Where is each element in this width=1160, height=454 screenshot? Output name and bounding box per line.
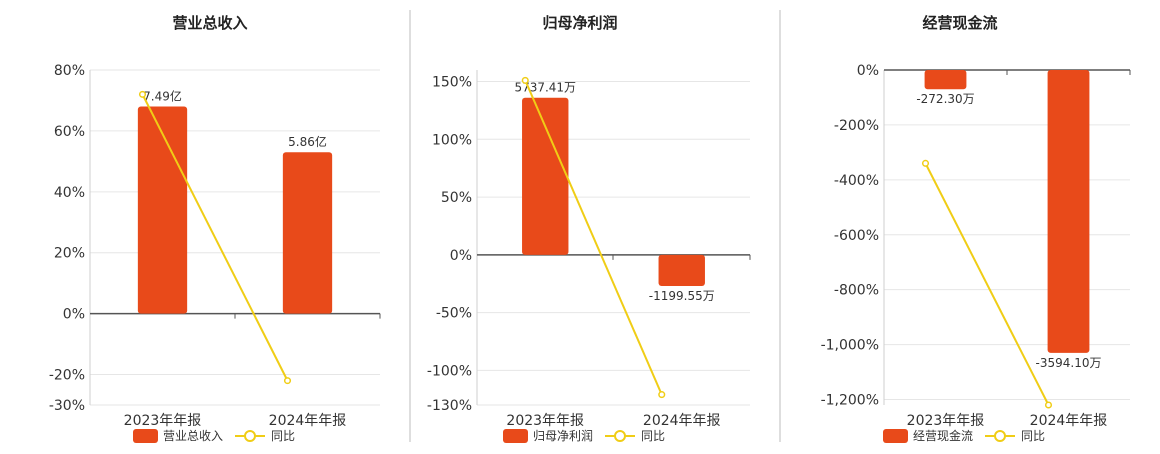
bar-value-label: -1199.55万 bbox=[649, 289, 715, 303]
y-tick-label: 0% bbox=[857, 63, 879, 79]
legend-line-marker bbox=[244, 430, 256, 442]
series-line bbox=[141, 93, 289, 382]
line-point bbox=[658, 391, 666, 399]
bar-value-label: 7.49亿 bbox=[143, 89, 182, 104]
y-tick-label: -30% bbox=[49, 398, 85, 414]
bar-value-label: -272.30万 bbox=[916, 92, 974, 106]
chart-panel-2: 归母净利润150%100%50%0%-50%-100%-130%5737.41万… bbox=[427, 14, 751, 443]
y-tick-label: 50% bbox=[441, 190, 472, 206]
y-tick-label: -600% bbox=[834, 228, 879, 244]
bar bbox=[658, 254, 705, 287]
y-tick-label: -400% bbox=[834, 173, 879, 189]
y-tick-label: -200% bbox=[834, 118, 879, 134]
x-tick-label: 2024年年报 bbox=[1030, 413, 1108, 429]
bar bbox=[522, 97, 569, 255]
y-tick-label: -800% bbox=[834, 283, 879, 299]
x-tick-label: 2023年年报 bbox=[907, 413, 985, 429]
chart-title: 经营现金流 bbox=[922, 14, 997, 32]
chart-title: 归母净利润 bbox=[542, 14, 617, 32]
y-tick-label: 150% bbox=[432, 75, 472, 91]
legend-bar-swatch bbox=[883, 429, 908, 443]
legend-label: 经营现金流 bbox=[913, 428, 973, 443]
line-point bbox=[921, 159, 930, 167]
y-tick-label: 0% bbox=[63, 307, 85, 323]
x-tick-label: 2024年年报 bbox=[269, 413, 347, 429]
bar bbox=[1047, 70, 1090, 353]
y-tick-label: 0% bbox=[450, 248, 472, 264]
line-point bbox=[283, 377, 292, 385]
line-point bbox=[1044, 401, 1053, 409]
legend-line-marker bbox=[614, 430, 626, 442]
y-tick-label: 60% bbox=[54, 124, 85, 140]
y-tick-label: -100% bbox=[427, 363, 472, 379]
chart-title: 营业总收入 bbox=[172, 14, 247, 32]
line-point bbox=[138, 90, 147, 98]
y-tick-label: -20% bbox=[49, 368, 85, 384]
chart-panel-3: 经营现金流 0% -200% -400% -600% -800% -1,000% -1,200… bbox=[821, 14, 1131, 443]
y-tick-label: 20% bbox=[54, 246, 85, 262]
x-tick-label: 2023年年报 bbox=[124, 413, 202, 429]
legend-label: 同比 bbox=[641, 429, 665, 443]
bar bbox=[137, 106, 188, 314]
legend-label: 归母净利润 bbox=[533, 429, 593, 443]
bar bbox=[924, 70, 967, 90]
legend-line-marker bbox=[994, 430, 1006, 442]
series-line bbox=[924, 162, 1050, 406]
y-tick-label: -1,000% bbox=[821, 338, 879, 354]
x-tick-label: 2024年年报 bbox=[643, 413, 721, 429]
legend-label: 同比 bbox=[271, 429, 295, 443]
bar bbox=[282, 152, 333, 314]
y-tick-label: -50% bbox=[436, 306, 472, 322]
x-tick-label: 2023年年报 bbox=[506, 413, 584, 429]
chart-panel-1: 营业总收入 80% 60% 40% 20% 0% -20% -30% 7.49亿 5.86亿 202… bbox=[49, 14, 381, 443]
y-tick-label: 40% bbox=[54, 185, 85, 201]
legend-label: 同比 bbox=[1021, 429, 1045, 443]
line-point bbox=[521, 76, 529, 84]
legend-bar-swatch bbox=[503, 429, 528, 443]
y-tick-label: -1,200% bbox=[821, 393, 879, 409]
bar-value-label: 5.86亿 bbox=[288, 134, 327, 149]
bar-value-label: -3594.10万 bbox=[1036, 356, 1102, 370]
y-tick-label: 100% bbox=[432, 132, 472, 148]
y-tick-label: -130% bbox=[427, 398, 472, 414]
legend-bar-swatch bbox=[133, 429, 158, 443]
series-line bbox=[524, 79, 663, 396]
legend-label: 营业总收入 bbox=[163, 429, 223, 443]
y-tick-label: 80% bbox=[54, 63, 85, 79]
